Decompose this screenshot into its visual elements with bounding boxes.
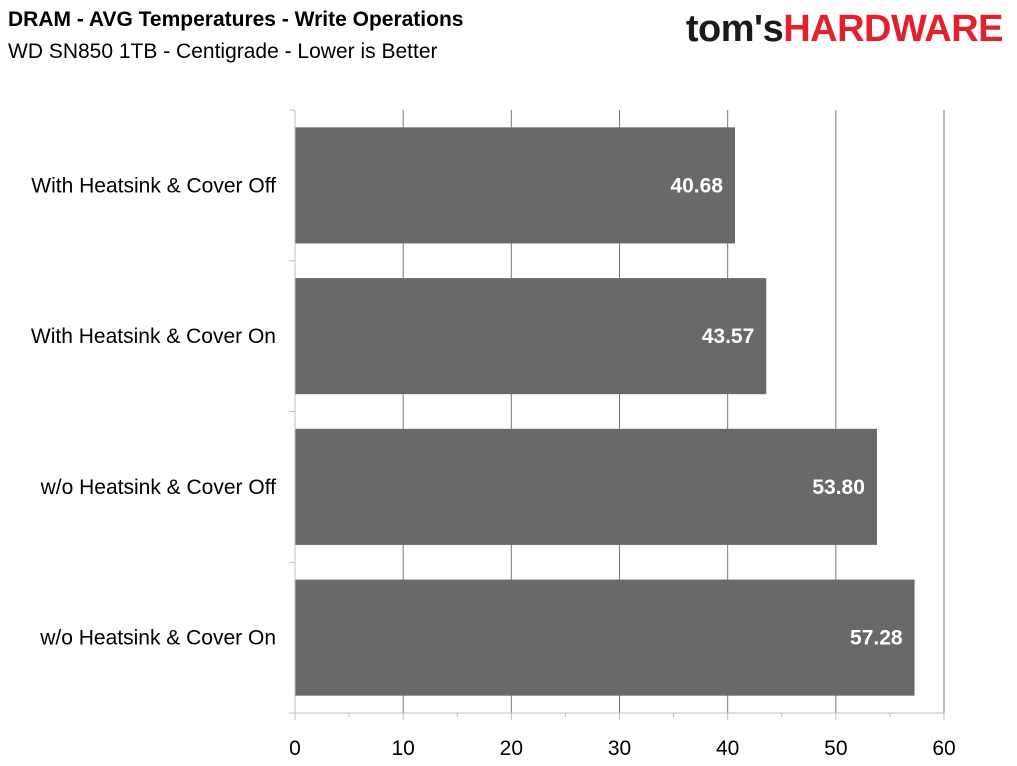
brand-logo: tom'sHARDWARE bbox=[685, 8, 1004, 51]
category-label: w/o Heatsink & Cover Off bbox=[40, 476, 277, 499]
data-label: 57.28 bbox=[850, 627, 903, 650]
chart-subtitle: WD SN850 1TB - Centigrade - Lower is Bet… bbox=[8, 40, 438, 63]
bar bbox=[295, 428, 877, 545]
data-label: 43.57 bbox=[702, 325, 755, 348]
data-label: 40.68 bbox=[670, 174, 723, 197]
x-tick-label: 50 bbox=[824, 737, 847, 760]
logo-text-toms: tom's bbox=[685, 8, 784, 50]
category-label: With Heatsink & Cover Off bbox=[31, 174, 276, 197]
x-tick-label: 10 bbox=[391, 737, 414, 760]
category-label: w/o Heatsink & Cover On bbox=[39, 627, 276, 650]
bar bbox=[295, 278, 767, 395]
x-tick-label: 40 bbox=[716, 737, 739, 760]
category-label: With Heatsink & Cover On bbox=[31, 325, 276, 348]
bar bbox=[295, 579, 915, 696]
x-tick-label: 0 bbox=[289, 737, 301, 760]
x-tick-label: 20 bbox=[500, 737, 523, 760]
x-tick-label: 30 bbox=[608, 737, 631, 760]
data-label: 53.80 bbox=[812, 476, 865, 499]
chart-title: DRAM - AVG Temperatures - Write Operatio… bbox=[8, 8, 464, 31]
bar bbox=[295, 127, 736, 244]
logo-text-hardware: HARDWARE bbox=[783, 8, 1003, 50]
x-tick-label: 60 bbox=[932, 737, 955, 760]
